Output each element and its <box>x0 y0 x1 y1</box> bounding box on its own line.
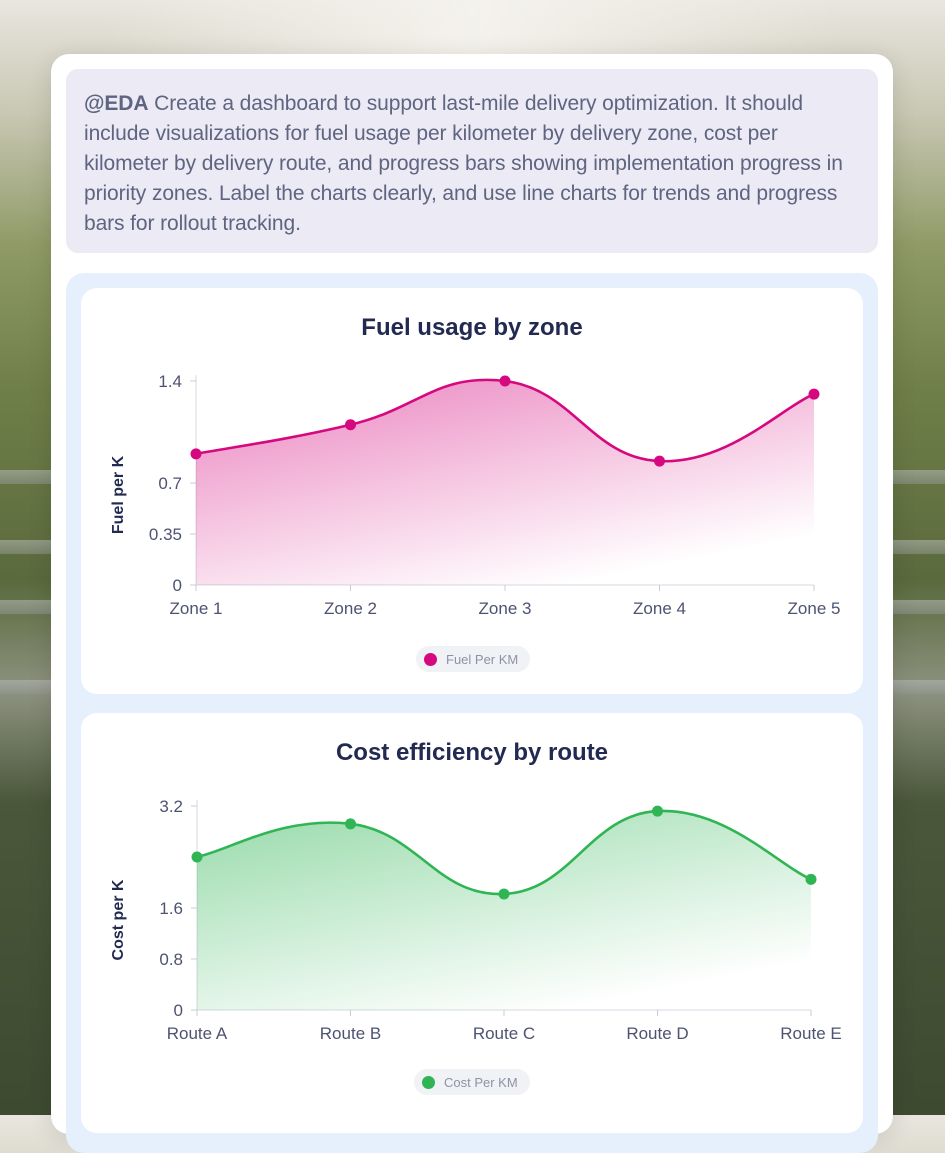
x-tick-label: Route E <box>780 1024 841 1043</box>
data-point <box>345 419 356 431</box>
data-point <box>654 455 665 467</box>
chart-title: Cost efficiency by route <box>335 739 609 766</box>
x-tick-label: Route D <box>626 1024 688 1043</box>
x-tick-label: Route A <box>167 1024 228 1043</box>
y-tick-label: 0 <box>174 1001 183 1020</box>
data-point <box>652 805 663 817</box>
cost-chart-card: Cost efficiency by route 0 0.8 1.6 3.2 Route… <box>81 713 863 1133</box>
chart-legend[interactable]: Fuel Per KM <box>416 646 531 672</box>
y-tick-label: 0.8 <box>159 950 183 969</box>
x-tick-label: Route C <box>473 1024 535 1043</box>
x-tick-label: Zone 3 <box>479 599 532 618</box>
x-tick-label: Zone 4 <box>633 599 686 618</box>
charts-panel: Fuel usage by zone 0 0.35 0.7 1.4 Zone 1 Zone… <box>66 273 878 1153</box>
y-axis-label: Cost per K <box>110 879 127 960</box>
x-tick-label: Route B <box>320 1024 381 1043</box>
legend-label: Cost Per KM <box>444 1074 518 1090</box>
data-point <box>191 851 203 863</box>
data-point <box>808 388 820 400</box>
chart-title: Fuel usage by zone <box>361 314 583 341</box>
legend-marker <box>422 1075 435 1089</box>
y-tick-label: 0.7 <box>158 474 182 493</box>
chart-legend[interactable]: Cost Per KM <box>414 1069 530 1095</box>
dashboard-card: @EDA Create a dashboard to support last-… <box>51 54 893 1153</box>
legend-marker <box>424 652 437 666</box>
y-tick-label: 0 <box>173 576 182 595</box>
data-point <box>190 448 202 460</box>
data-point <box>498 888 510 900</box>
x-tick-label: Zone 2 <box>324 599 377 618</box>
y-tick-label: 1.4 <box>158 372 182 391</box>
y-axis-label: Fuel per K <box>110 455 127 534</box>
legend-label: Fuel Per KM <box>446 651 519 667</box>
data-point <box>805 873 817 885</box>
x-tick-label: Zone 1 <box>170 599 223 618</box>
y-tick-label: 3.2 <box>159 797 183 816</box>
fuel-chart-card: Fuel usage by zone 0 0.35 0.7 1.4 Zone 1 Zone… <box>81 288 863 694</box>
series-area <box>197 810 811 1010</box>
y-tick-label: 1.6 <box>159 899 183 918</box>
x-tick-label: Zone 5 <box>788 599 841 618</box>
prompt-box: @EDA Create a dashboard to support last-… <box>66 69 878 253</box>
data-point <box>499 375 511 387</box>
prompt-tag: @EDA <box>84 92 149 115</box>
y-tick-label: 0.35 <box>149 525 182 544</box>
series-area <box>196 379 814 585</box>
data-point <box>345 818 356 830</box>
fuel-chart-svg: 0 0.35 0.7 1.4 Zone 1 Zone 2 Zone 3 Zone 4 Zone … <box>110 372 841 618</box>
cost-chart-svg: 0 0.8 1.6 3.2 Route A Route B Route C Route D Ro… <box>110 797 842 1043</box>
prompt-text: Create a dashboard to support last-mile … <box>84 92 843 235</box>
